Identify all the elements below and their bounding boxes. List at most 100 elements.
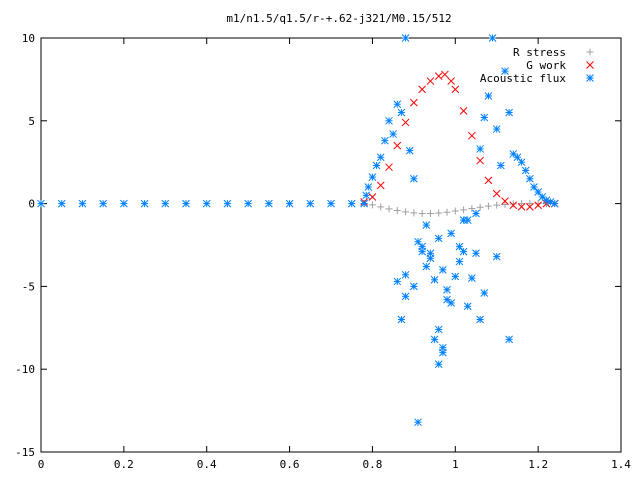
data-point	[364, 183, 373, 191]
data-point	[405, 146, 414, 155]
x-tick-label: 0.6	[280, 458, 300, 471]
data-point	[468, 205, 476, 213]
x-tick-label: 1	[452, 458, 459, 471]
data-point	[430, 335, 439, 344]
data-point	[435, 209, 443, 217]
data-point	[455, 242, 464, 251]
data-point	[488, 34, 497, 42]
data-point	[385, 116, 393, 125]
data-point	[368, 193, 377, 201]
legend-marker	[586, 74, 594, 82]
data-point	[402, 208, 410, 216]
data-point	[327, 199, 335, 208]
data-point	[434, 72, 443, 80]
data-point	[447, 299, 455, 307]
series-g-work	[360, 70, 559, 211]
data-point	[120, 199, 128, 208]
data-point	[376, 153, 385, 162]
data-point	[410, 209, 418, 217]
data-point	[459, 107, 468, 115]
data-point	[393, 207, 401, 215]
data-point	[509, 201, 518, 210]
data-point	[78, 199, 87, 208]
data-point	[480, 289, 489, 297]
data-point	[285, 199, 294, 208]
data-point	[430, 275, 439, 284]
data-point	[534, 188, 542, 196]
data-point	[244, 199, 252, 208]
x-tick-label: 0.8	[362, 458, 382, 471]
data-point	[542, 196, 551, 205]
data-point	[472, 209, 480, 218]
data-point	[389, 130, 397, 138]
data-point	[393, 277, 402, 286]
data-point	[526, 174, 534, 183]
data-point	[501, 197, 509, 205]
data-point	[501, 200, 509, 208]
data-point	[410, 174, 418, 183]
data-point	[443, 285, 451, 294]
data-point	[401, 292, 410, 301]
data-point	[385, 163, 393, 172]
data-point	[426, 210, 434, 218]
data-point	[426, 77, 435, 85]
data-point	[451, 272, 460, 281]
x-tick-label: 1.4	[611, 458, 631, 471]
chart-title: m1/n1.5/q1.5/r-+.62-j321/M0.15/512	[226, 12, 451, 25]
y-axis: 10 5 0 -5 -10 -15	[15, 32, 621, 459]
data-point	[401, 270, 410, 279]
data-point	[202, 199, 211, 208]
data-point	[509, 200, 517, 208]
data-point	[497, 161, 505, 170]
data-point	[306, 199, 315, 208]
data-point	[459, 216, 468, 225]
data-point	[476, 145, 484, 153]
data-point	[401, 34, 410, 42]
data-point	[530, 183, 538, 191]
data-point	[505, 335, 513, 344]
plot-frame	[40, 37, 622, 453]
data-point	[517, 158, 526, 167]
data-point	[410, 98, 418, 107]
data-point	[422, 262, 431, 271]
y-tick-label: 0	[28, 198, 35, 211]
data-point	[484, 92, 493, 100]
data-point	[447, 229, 455, 238]
data-point	[223, 199, 232, 208]
data-point	[518, 200, 526, 208]
data-point	[451, 85, 460, 94]
x-tick-label: 1.2	[528, 458, 548, 471]
data-point	[484, 176, 493, 185]
data-point	[550, 199, 559, 208]
data-point	[451, 207, 459, 215]
data-point	[468, 274, 476, 282]
data-point	[484, 202, 492, 210]
data-point	[161, 199, 170, 208]
data-point	[182, 199, 190, 208]
data-point	[434, 325, 443, 334]
x-tick-label: 0	[38, 458, 45, 471]
y-tick-label: -5	[22, 280, 35, 293]
x-tick-label: 0.4	[197, 458, 217, 471]
data-point	[460, 206, 468, 214]
data-point	[480, 113, 489, 122]
data-point	[368, 173, 377, 181]
y-tick-label: -10	[15, 363, 35, 376]
data-point	[455, 257, 464, 266]
legend-label: R stress	[513, 46, 566, 59]
data-point	[362, 191, 371, 200]
data-point	[493, 201, 501, 209]
data-point	[476, 203, 484, 211]
data-point	[439, 343, 447, 352]
data-point	[501, 67, 509, 75]
data-point	[422, 221, 431, 229]
data-point	[57, 199, 66, 208]
series-layer	[37, 34, 559, 427]
data-point	[526, 203, 534, 211]
data-point	[414, 418, 422, 427]
data-point	[393, 100, 402, 109]
data-point	[397, 108, 406, 117]
data-point	[426, 254, 435, 263]
